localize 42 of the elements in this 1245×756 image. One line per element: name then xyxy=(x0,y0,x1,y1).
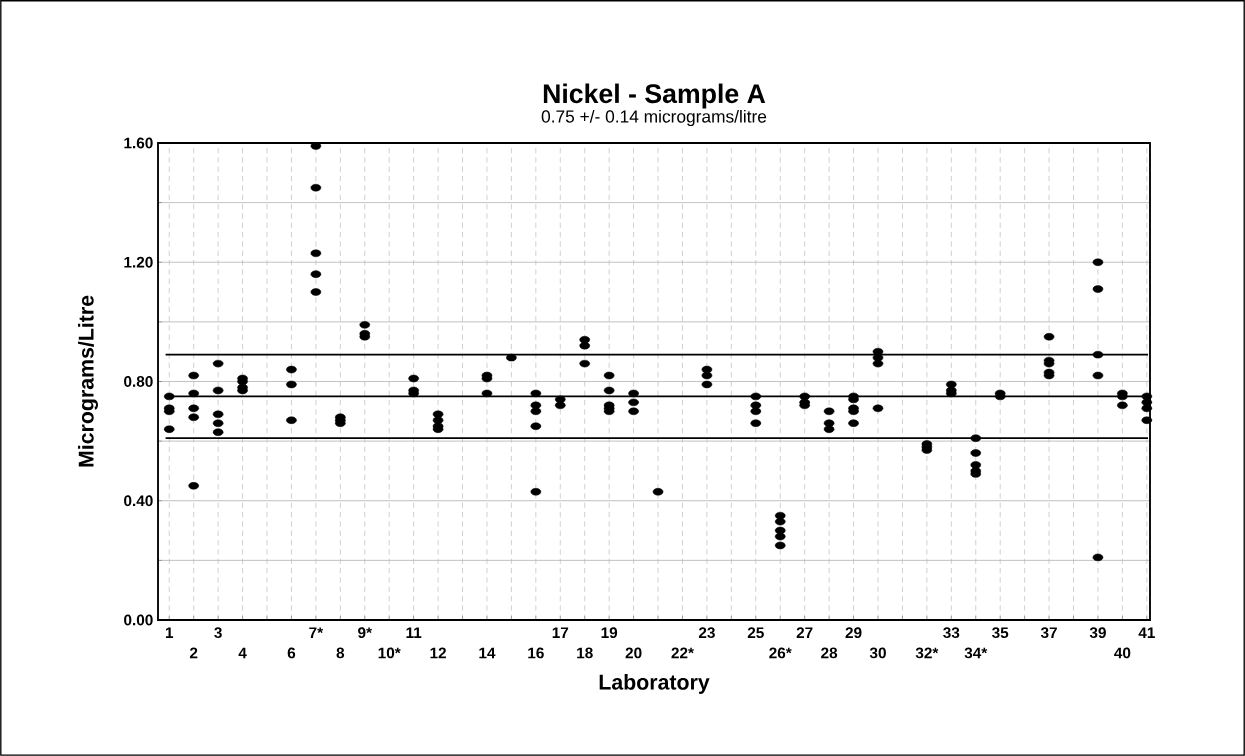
x-tick-label: 17 xyxy=(552,627,569,638)
x-tick-label: 40 xyxy=(1114,647,1131,659)
x-tick-label: 34* xyxy=(964,647,988,659)
y-tick-label: 0.80 xyxy=(124,376,153,387)
y-tick-label: 1.60 xyxy=(124,137,153,149)
x-tick-label: 35 xyxy=(992,627,1009,639)
x-tick-label: 29 xyxy=(845,627,862,639)
x-tick-label: 28 xyxy=(821,647,838,659)
x-tick-label: 22* xyxy=(671,647,694,659)
x-tick-label: 4 xyxy=(238,647,247,659)
x-tick-label: 2 xyxy=(189,647,198,659)
x-tick-label: 37 xyxy=(1040,627,1057,639)
x-tick-label: 19 xyxy=(601,627,618,639)
x-tick-label: 14 xyxy=(479,647,496,659)
x-tick-label: 3 xyxy=(214,627,222,639)
y-axis-title: Micrograms/Litre xyxy=(78,295,98,467)
x-tick-label: 30 xyxy=(869,647,886,659)
y-tick-label: 0.00 xyxy=(124,614,153,626)
x-tick-label: 27 xyxy=(796,627,813,638)
x-tick-label: 18 xyxy=(577,647,593,659)
x-tick-label: 41 xyxy=(1138,627,1155,638)
chart-subtitle: 0.75 +/- 0.14 micrograms/litre xyxy=(541,109,767,127)
x-tick-label: 16 xyxy=(528,647,544,659)
x-tick-label: 25 xyxy=(747,627,764,639)
x-tick-label: 10* xyxy=(378,647,401,659)
y-tick-label: 0.40 xyxy=(124,495,153,507)
x-tick-label: 20 xyxy=(625,647,642,659)
x-tick-label: 32* xyxy=(915,647,939,659)
x-axis-title: Laboratory xyxy=(599,674,710,694)
x-tick-label: 12 xyxy=(430,647,446,659)
x-tick-label: 33 xyxy=(943,627,960,639)
x-tick-label: 6 xyxy=(287,647,296,659)
chart-title: Nickel - Sample A xyxy=(543,83,766,109)
x-tick-label: 23 xyxy=(698,627,715,639)
x-tick-label: 11 xyxy=(406,627,422,638)
x-tick-label: 7* xyxy=(309,627,324,638)
y-tick-label: 1.20 xyxy=(124,256,153,268)
x-tick-label: 1 xyxy=(165,627,174,638)
x-tick-label: 8 xyxy=(336,647,345,659)
x-tick-label: 9* xyxy=(358,627,372,639)
x-tick-label: 39 xyxy=(1089,627,1106,639)
x-tick-label: 26* xyxy=(769,647,792,659)
